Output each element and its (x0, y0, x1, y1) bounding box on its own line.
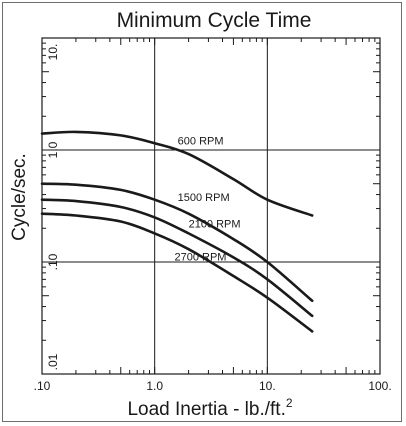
series-label: 2700 RPM (175, 252, 227, 264)
series-line-1500-rpm (40, 182, 314, 303)
x-axis-label: Load Inertia - lb./ft.2 (127, 396, 292, 420)
y-tick-label: .01 (46, 353, 60, 370)
x-tick-label: 10. (259, 379, 276, 393)
plot-border (41, 37, 381, 375)
x-axis-label-superscript: 2 (286, 396, 293, 410)
series-label: 600 RPM (178, 136, 224, 148)
series-line-2700-rpm (40, 212, 314, 333)
y-tick-label: 10. (46, 44, 60, 61)
series-label: 1500 RPM (178, 192, 230, 204)
series-label: 2100 RPM (189, 218, 241, 230)
series-line-2100-rpm (40, 198, 314, 318)
x-tick-label: .10 (34, 379, 51, 393)
y-axis-label: Cycle/sec. (9, 153, 30, 241)
series-line-600-rpm (40, 130, 314, 217)
y-tick-label: 1.0 (46, 141, 60, 158)
x-axis-label-text: Load Inertia - lb./ft. (127, 399, 285, 420)
plot-area: .10 1.0 10. 100. 10. 1.0 .10 .01 600 RPM 1500 RPM… (34, 37, 392, 393)
chart-frame (2, 2, 402, 422)
y-tick-label: .10 (46, 253, 60, 270)
x-tick-label: 100. (368, 379, 391, 393)
x-tick-label: 1.0 (146, 379, 163, 393)
chart-title: Minimum Cycle Time (117, 9, 312, 32)
